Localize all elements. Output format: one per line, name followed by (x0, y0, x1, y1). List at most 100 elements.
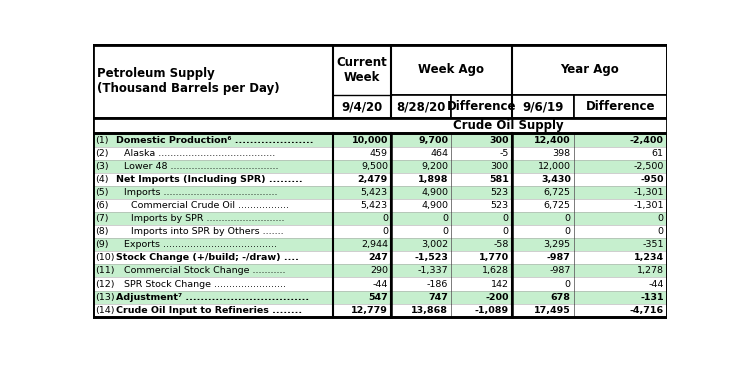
Text: 61: 61 (652, 149, 664, 158)
Bar (574, 95, 667, 118)
Text: Alaska .......................................: Alaska .................................… (124, 149, 275, 158)
Bar (93, 212, 667, 225)
Text: 5,423: 5,423 (361, 201, 388, 210)
Text: 13,868: 13,868 (411, 306, 448, 315)
Text: 12,000: 12,000 (538, 162, 571, 171)
Bar (93, 134, 667, 317)
Bar (93, 225, 667, 238)
Text: (2): (2) (95, 149, 108, 158)
Text: 290: 290 (370, 266, 388, 275)
Text: 581: 581 (489, 175, 509, 184)
Text: 8/28/20: 8/28/20 (396, 100, 446, 113)
Text: 0: 0 (442, 214, 448, 223)
Text: 0: 0 (503, 214, 509, 223)
Text: 0: 0 (503, 227, 509, 236)
Bar (93, 304, 667, 317)
Text: Exports ......................................: Exports ................................… (124, 240, 276, 249)
Text: 0: 0 (565, 214, 571, 223)
Text: 2,944: 2,944 (361, 240, 388, 249)
Text: (13): (13) (95, 293, 115, 302)
Text: -351: -351 (642, 240, 664, 249)
Text: Domestic Production⁶ .....................: Domestic Production⁶ ...................… (116, 135, 313, 145)
Text: 4,900: 4,900 (422, 201, 448, 210)
Text: -1,301: -1,301 (634, 201, 664, 210)
Text: -1,301: -1,301 (634, 188, 664, 197)
Bar (391, 44, 512, 95)
Text: (4): (4) (95, 175, 108, 184)
Text: -950: -950 (640, 175, 664, 184)
Text: 9/4/20: 9/4/20 (342, 100, 382, 113)
Bar (93, 264, 667, 277)
Text: 547: 547 (368, 293, 388, 302)
Text: 398: 398 (553, 149, 571, 158)
Text: -987: -987 (549, 266, 571, 275)
Bar (93, 291, 667, 304)
Text: 300: 300 (489, 135, 509, 145)
Text: 5,423: 5,423 (361, 188, 388, 197)
Text: Petroleum Supply
(Thousand Barrels per Day): Petroleum Supply (Thousand Barrels per D… (97, 67, 280, 95)
Bar (391, 95, 451, 118)
Text: 0: 0 (658, 214, 664, 223)
Text: (3): (3) (95, 162, 109, 171)
Bar (93, 277, 667, 291)
Text: 0: 0 (382, 214, 388, 223)
Bar (512, 95, 574, 118)
Text: (5): (5) (95, 188, 108, 197)
Text: 1,628: 1,628 (482, 266, 509, 275)
Text: -58: -58 (494, 240, 509, 249)
Text: (7): (7) (95, 214, 108, 223)
Text: -2,400: -2,400 (630, 135, 664, 145)
Text: 1,770: 1,770 (479, 253, 509, 262)
Text: Current
Week: Current Week (336, 56, 388, 84)
Text: 247: 247 (368, 253, 388, 262)
Text: -200: -200 (485, 293, 509, 302)
Text: -5: -5 (499, 149, 509, 158)
Text: 523: 523 (491, 201, 509, 210)
Text: -1,089: -1,089 (475, 306, 509, 315)
Text: -987: -987 (547, 253, 571, 262)
Text: 459: 459 (370, 149, 388, 158)
Text: 1,278: 1,278 (637, 266, 664, 275)
Text: Crude Oil Input to Refineries ........: Crude Oil Input to Refineries ........ (116, 306, 302, 315)
Text: 747: 747 (428, 293, 448, 302)
Bar (93, 238, 667, 251)
Text: (8): (8) (95, 227, 108, 236)
Bar (93, 186, 667, 199)
Text: 464: 464 (431, 149, 448, 158)
Text: (6): (6) (95, 201, 108, 210)
Text: 1,898: 1,898 (418, 175, 448, 184)
Text: -1,337: -1,337 (418, 266, 448, 275)
Text: (1): (1) (95, 135, 108, 145)
Text: Stock Change (+/build; -/draw) ....: Stock Change (+/build; -/draw) .... (116, 253, 299, 262)
Bar (93, 44, 667, 118)
Text: 9,500: 9,500 (361, 162, 388, 171)
Bar (93, 173, 667, 186)
Text: (10): (10) (95, 253, 114, 262)
Text: Net Imports (Including SPR) .........: Net Imports (Including SPR) ......... (116, 175, 302, 184)
Text: Imports by SPR ..........................: Imports by SPR .........................… (131, 214, 285, 223)
Bar (93, 251, 667, 264)
Text: 0: 0 (442, 227, 448, 236)
Text: 0: 0 (658, 227, 664, 236)
Bar (93, 199, 667, 212)
Text: 9,200: 9,200 (422, 162, 448, 171)
Text: Imports ......................................: Imports ................................… (124, 188, 277, 197)
Text: 6,725: 6,725 (544, 188, 571, 197)
Text: Adjustment⁷ .................................: Adjustment⁷ ............................… (116, 293, 309, 302)
Text: 300: 300 (491, 162, 509, 171)
Text: Lower 48 ....................................: Lower 48 ...............................… (124, 162, 278, 171)
Text: 4,900: 4,900 (422, 188, 448, 197)
Text: (11): (11) (95, 266, 114, 275)
Text: 0: 0 (565, 280, 571, 289)
Text: (9): (9) (95, 240, 108, 249)
Text: -2,500: -2,500 (634, 162, 664, 171)
Text: -186: -186 (427, 280, 448, 289)
Text: 3,295: 3,295 (544, 240, 571, 249)
Text: -4,716: -4,716 (630, 306, 664, 315)
Text: 17,495: 17,495 (534, 306, 571, 315)
Text: 9/6/19: 9/6/19 (522, 100, 564, 113)
Text: Commercial Stock Change ...........: Commercial Stock Change ........... (124, 266, 285, 275)
Text: 523: 523 (491, 188, 509, 197)
Text: 0: 0 (382, 227, 388, 236)
Bar (512, 44, 667, 95)
